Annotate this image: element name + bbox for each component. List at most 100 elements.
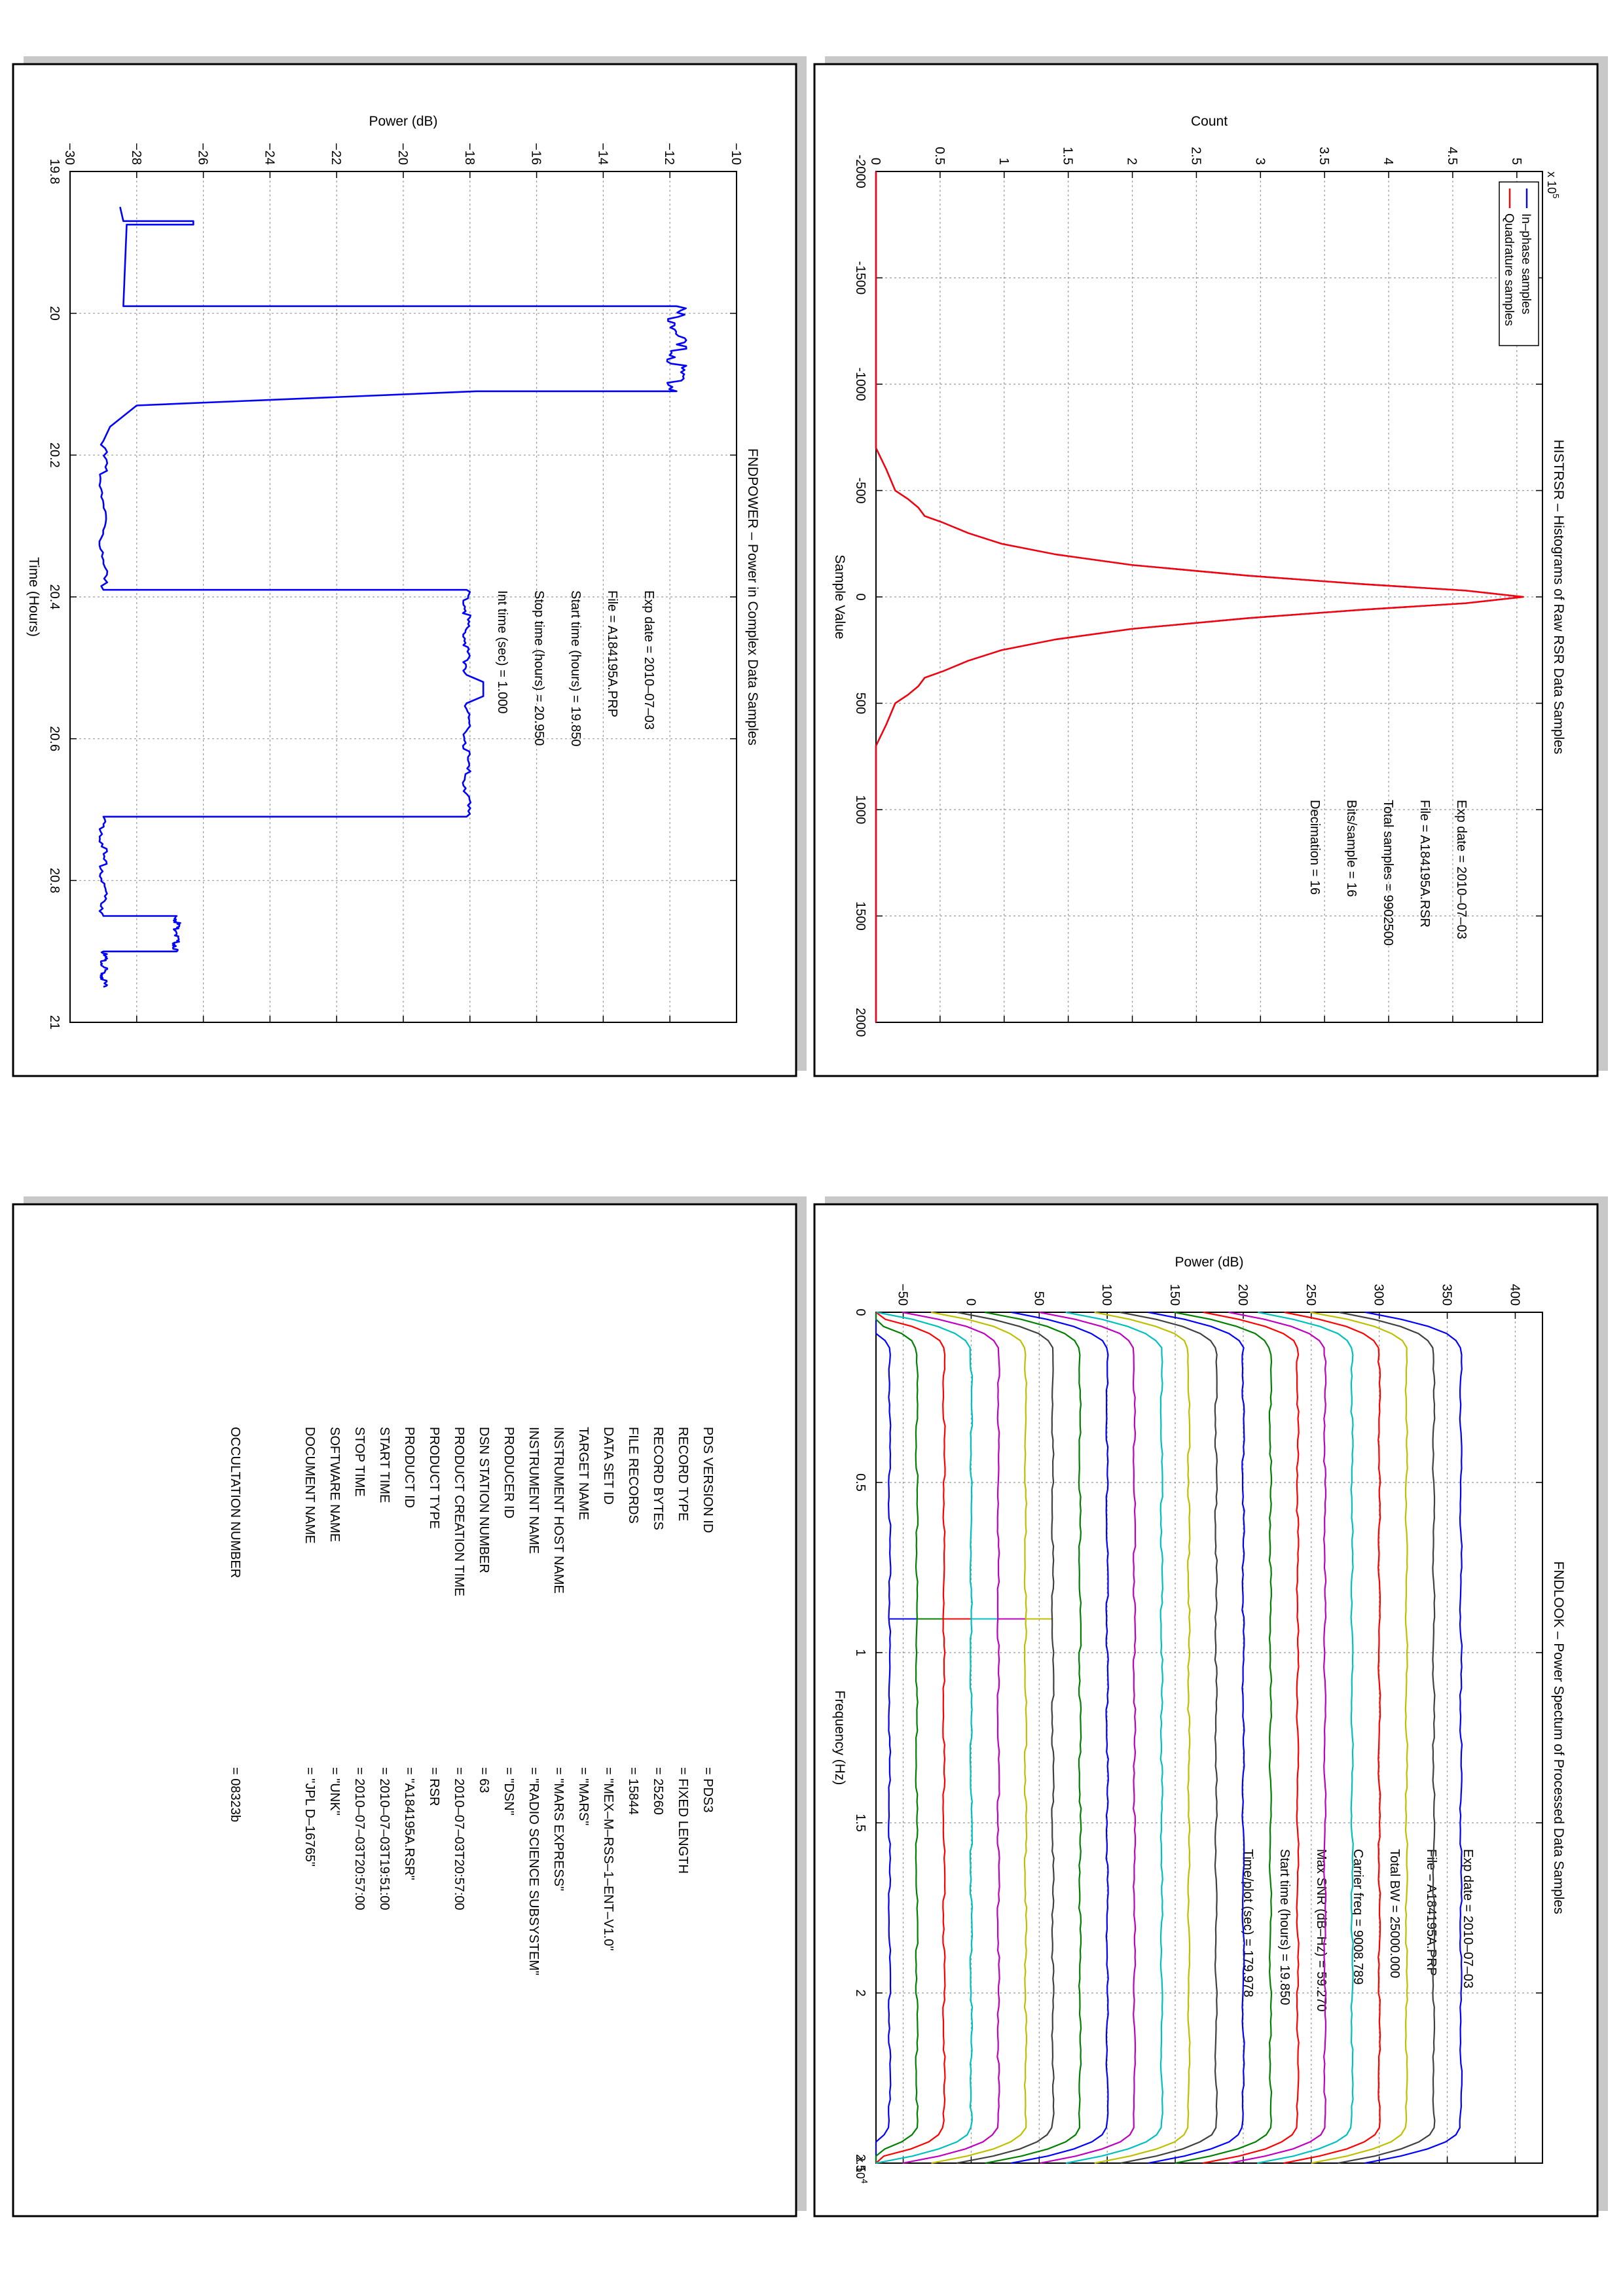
- panel-fndpower: [12, 63, 797, 1077]
- label-value: = 63: [477, 1767, 491, 1793]
- y-tick-label: −20: [395, 143, 410, 165]
- label-value: = FIXED LENGTH: [676, 1767, 690, 1874]
- y-tick-label: 2.5: [1188, 147, 1203, 165]
- spectrum-series-line: [875, 1312, 919, 2163]
- y-tick-label: 5: [1509, 158, 1523, 165]
- y-tick-label: −12: [662, 143, 676, 165]
- spectrum-series-line: [1257, 1311, 1354, 2164]
- label-value: = "A184195A.RSR": [402, 1767, 416, 1880]
- y-axis-label: Power (dB): [1175, 1255, 1243, 1270]
- x-tick-label: 21: [47, 1015, 62, 1030]
- x-tick-label: 1.5: [853, 1814, 867, 1832]
- y-tick-label: 3.5: [1317, 147, 1331, 165]
- label-key: DSN STATION NUMBER: [477, 1427, 491, 1573]
- x-axis-label: Sample Value: [832, 554, 847, 639]
- y-tick-label: 350: [1440, 1284, 1454, 1306]
- label-key: INSTRUMENT HOST NAME: [551, 1427, 566, 1594]
- label-key: STOP TIME: [352, 1427, 367, 1497]
- x-tick-label: 2.5: [853, 2154, 867, 2172]
- x-tick-label: 19.8: [47, 159, 62, 185]
- y-tick-label: −18: [462, 143, 477, 165]
- y-tick-label: −30: [62, 143, 77, 165]
- spectrum-series-line: [1120, 1311, 1218, 2164]
- x-tick-label: 2000: [853, 1008, 867, 1037]
- x-tick-label: 0.5: [853, 1473, 867, 1492]
- label-value: = "RADIO SCIENCE SUBSYSTEM": [526, 1767, 541, 1975]
- y-tick-label: 0: [868, 158, 883, 165]
- label-value: = "MARS EXPRESS": [551, 1767, 566, 1891]
- info-line: File = A184195A.RSR: [1417, 800, 1432, 927]
- y-tick-label: 200: [1235, 1284, 1250, 1306]
- spectrum-series-line: [1309, 1311, 1409, 2164]
- spectrum-series-line: [930, 1311, 1028, 2164]
- histogram-series-line: [875, 171, 1524, 1022]
- info-line: Total samples = 9902500: [1381, 800, 1395, 946]
- label-value: = 15844: [626, 1767, 640, 1815]
- spectrum-series-line: [1364, 1311, 1463, 2164]
- spectrum-series-line: [875, 1312, 892, 2163]
- label-key: START TIME: [377, 1427, 392, 1503]
- spectrum-series-line: [985, 1311, 1082, 2164]
- spectrum-series-line: [1011, 1311, 1109, 2164]
- y-tick-label: 50: [1031, 1291, 1046, 1306]
- x-tick-label: -2000: [853, 154, 867, 188]
- label-key: TARGET NAME: [576, 1427, 591, 1520]
- x-tick-label: -500: [853, 477, 867, 503]
- y-tick-label: 1.5: [1061, 147, 1075, 165]
- x-tick-label: 1: [853, 1649, 867, 1656]
- info-line: Start time (hours) = 19.850: [568, 590, 583, 746]
- spectrum-series-line: [956, 1311, 1055, 2164]
- power-series-line: [98, 206, 687, 988]
- label-key: SOFTWARE NAME: [327, 1427, 342, 1542]
- info-line: Start time (hours) = 19.850: [1277, 1849, 1292, 2005]
- x-tick-label: 0: [853, 593, 867, 600]
- info-line: Total BW = 25000.000: [1387, 1849, 1402, 1978]
- label-key: PRODUCT TYPE: [427, 1427, 441, 1529]
- legend-box: [1499, 181, 1539, 346]
- chart-title: HISTRSR – Histograms of Raw RSR Data Sam…: [1551, 440, 1566, 755]
- spectrum-lines: [875, 1311, 1463, 2164]
- info-line: Bits/sample = 16: [1344, 800, 1359, 897]
- x-tick-label: 1000: [853, 795, 867, 825]
- info-line: Decimation = 16: [1307, 800, 1322, 895]
- y-tick-label: 4: [1381, 158, 1395, 165]
- x-tick-label: 20.2: [47, 442, 62, 468]
- x-tick-label: 1500: [853, 901, 867, 931]
- spectrum-series-line: [1065, 1311, 1164, 2164]
- info-line: Carrier freq = 9008.789: [1351, 1849, 1365, 1984]
- label-value: = 25260: [651, 1767, 665, 1815]
- label-value: = "MARS": [576, 1767, 591, 1825]
- chart-title: FNDPOWER – Power in Complex Data Samples: [745, 448, 760, 745]
- panel-histrsr: [813, 63, 1599, 1077]
- label-key: RECORD TYPE: [676, 1427, 690, 1521]
- x-tick-label: 20.4: [47, 584, 62, 610]
- label-key: INSTRUMENT NAME: [526, 1427, 541, 1554]
- spectrum-series-line: [1094, 1311, 1191, 2164]
- spectrum-series-line: [1228, 1311, 1327, 2164]
- y-tick-label: −24: [262, 143, 276, 165]
- spectrum-series-line: [1338, 1311, 1436, 2164]
- y-tick-label: −50: [896, 1283, 910, 1306]
- spectrum-series-line: [875, 1311, 974, 2164]
- spectrum-series-line: [1039, 1311, 1137, 2164]
- label-value: = "DSN": [501, 1767, 516, 1816]
- label-value: = "MEX–M–RSS–1–ENT–V1.0": [601, 1767, 615, 1950]
- y-tick-label: 250: [1304, 1284, 1318, 1306]
- x-tick-label: 2: [853, 1989, 867, 1996]
- label-key: RECORD BYTES: [651, 1427, 665, 1530]
- label-value: = 08323b: [228, 1767, 242, 1822]
- y-tick-label: −22: [329, 143, 343, 165]
- label-key: PRODUCER ID: [501, 1427, 516, 1518]
- x-axis-label: Time (Hours): [26, 557, 41, 637]
- info-line: Exp date = 2010–07–03: [1461, 1849, 1475, 1988]
- label-value: = PDS3: [701, 1767, 715, 1812]
- info-line: File = A184195A.PRP: [1424, 1849, 1438, 1976]
- y-tick-label: 0.5: [932, 147, 947, 165]
- x-tick-label: -1500: [853, 261, 867, 295]
- label-table: PDS VERSION ID = PDS3 RECORD TYPE = FIXED L…: [228, 1427, 715, 1975]
- plot-frame: [875, 1312, 1543, 2164]
- info-line: File = A184195A.PRP: [605, 590, 619, 717]
- info-line: Max SNR (dB–Hz) = 59.270: [1314, 1849, 1328, 2011]
- x-tick-label: 20.8: [47, 868, 62, 893]
